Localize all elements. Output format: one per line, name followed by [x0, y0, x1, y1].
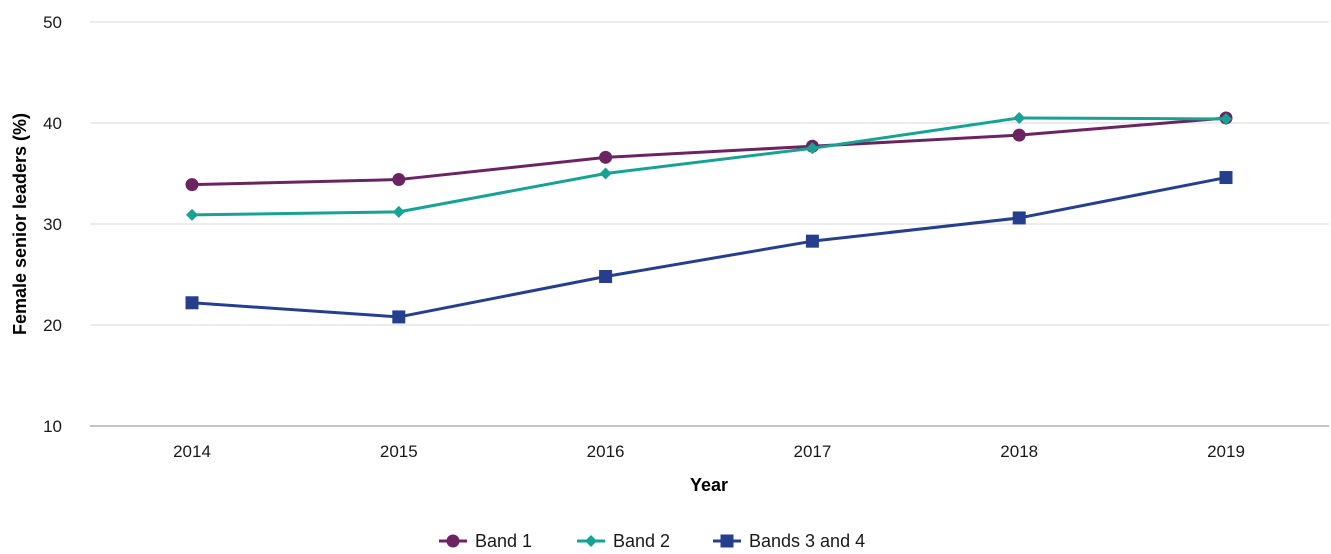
data-point-band-1-2018	[1012, 128, 1026, 142]
data-point-band-2-2019	[1220, 112, 1232, 125]
legend-item-bands-3-and-4: Bands 3 and 4	[713, 531, 865, 551]
x-tick-label-2019: 2019	[1207, 442, 1245, 461]
y-tick-label-10: 10	[43, 417, 62, 436]
y-axis-title: Female senior leaders (%)	[10, 113, 30, 335]
data-point-band-2-2016	[599, 167, 612, 180]
legend: Band 1 Band 2 Bands 3 and 4	[439, 531, 865, 551]
legend-label-band-2: Band 2	[613, 531, 670, 551]
y-tick-label-50: 50	[43, 13, 62, 32]
y-tick-labels: 10 20 30 40 50	[43, 13, 62, 436]
x-tick-label-2017: 2017	[793, 442, 831, 461]
legend-label-band-1: Band 1	[475, 531, 532, 551]
data-point-band-2-2014	[186, 208, 198, 221]
x-tick-label-2018: 2018	[1000, 442, 1038, 461]
data-point-bands-3-and-4-2018	[1012, 211, 1026, 225]
legend-marker-bands-3-and-4	[720, 534, 734, 548]
x-tick-label-2015: 2015	[380, 442, 418, 461]
data-point-bands-3-and-4-2015	[392, 310, 406, 324]
legend-item-band-2: Band 2	[577, 531, 670, 551]
series-band-2	[186, 111, 1232, 221]
legend-item-band-1: Band 1	[439, 531, 532, 551]
y-tick-label-40: 40	[43, 114, 62, 133]
series-line-band-1	[191, 116, 1227, 187]
data-point-band-1-2014	[185, 178, 199, 192]
data-point-band-1-2016	[599, 150, 613, 164]
x-tick-labels: 2014 2015 2016 2017 2018 2019	[173, 442, 1245, 461]
x-tick-label-2014: 2014	[173, 442, 211, 461]
legend-label-bands-3-and-4: Bands 3 and 4	[749, 531, 865, 551]
data-point-band-1-2015	[392, 173, 406, 187]
series-lines	[185, 111, 1233, 324]
data-point-bands-3-and-4-2019	[1219, 171, 1233, 185]
data-point-band-2-2018	[1013, 111, 1026, 124]
data-point-bands-3-and-4-2014	[185, 296, 199, 310]
y-tick-label-30: 30	[43, 215, 62, 234]
legend-marker-band-1	[446, 534, 460, 548]
data-point-bands-3-and-4-2017	[805, 234, 819, 248]
series-line-band-2	[191, 116, 1227, 217]
y-tick-label-20: 20	[43, 316, 62, 335]
x-axis-title: Year	[690, 475, 728, 495]
series-bands-3-and-4	[185, 171, 1233, 324]
data-point-band-2-2015	[392, 205, 405, 218]
legend-marker-band-2	[585, 535, 597, 547]
gridlines	[90, 21, 1329, 427]
series-line-bands-3-and-4	[191, 176, 1227, 319]
data-point-band-2-2017	[806, 142, 819, 155]
data-point-bands-3-and-4-2016	[599, 270, 613, 284]
x-tick-label-2016: 2016	[587, 442, 625, 461]
